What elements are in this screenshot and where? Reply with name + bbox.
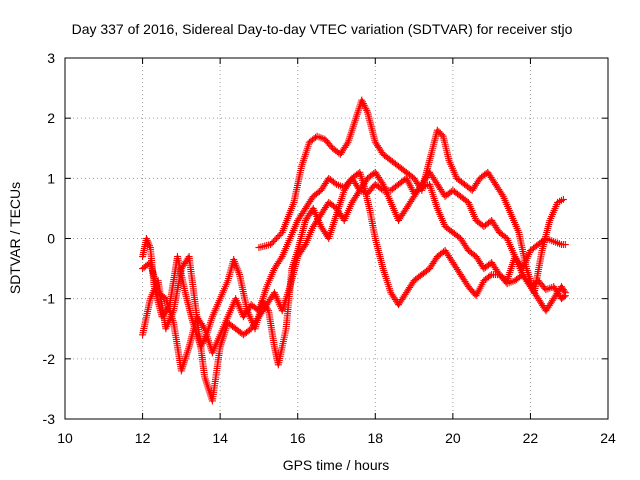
x-tick-label: 20 [445, 430, 461, 446]
data-point-track-d [498, 191, 506, 199]
x-tick-label: 12 [135, 430, 151, 446]
data-points [139, 96, 569, 405]
data-point-track-d [438, 131, 446, 139]
data-point-track-d [359, 98, 367, 106]
data-point-track-d [433, 126, 441, 134]
data-point-track-d [363, 106, 371, 114]
x-axis-label: GPS time / hours [283, 457, 390, 473]
data-point-track-d [267, 241, 275, 249]
chart-title: Day 337 of 2016, Sidereal Day-to-day VTE… [72, 21, 573, 37]
x-tick-label: 22 [523, 430, 539, 446]
data-point-track-c [560, 287, 568, 295]
y-axis-label: SDTVAR / TECUs [7, 182, 23, 294]
data-point-track-c [561, 289, 569, 297]
data-point-track-d [271, 236, 279, 244]
data-point-track-d [277, 230, 285, 238]
data-point-track-c [300, 242, 308, 250]
y-tick-label: -2 [43, 351, 56, 367]
y-tick-label: 3 [47, 50, 55, 66]
data-point-track-d [275, 231, 283, 239]
y-tick-label: 1 [47, 170, 55, 186]
data-point-track-d [360, 101, 368, 109]
x-tick-label: 14 [212, 430, 228, 446]
data-point-track-d [274, 233, 282, 241]
y-tick-label: 0 [47, 231, 55, 247]
data-point-track-d [362, 105, 370, 113]
data-point-track-c [378, 179, 386, 187]
y-tick-label: -1 [43, 291, 56, 307]
x-tick-label: 24 [600, 430, 616, 446]
data-point-track-b [277, 254, 285, 262]
data-point-track-d [359, 100, 367, 108]
data-point-track-d [272, 235, 280, 242]
data-point-track-d [358, 96, 366, 104]
x-tick-label: 18 [367, 430, 383, 446]
data-point-track-d [435, 128, 443, 136]
x-tick-label: 16 [290, 430, 306, 446]
data-point-track-d [343, 140, 351, 148]
y-tick-label: 2 [47, 110, 55, 126]
x-tick-label: 10 [57, 430, 73, 446]
data-point-track-d [361, 103, 369, 111]
data-point-track-d [268, 239, 276, 247]
y-tick-label: -3 [43, 411, 56, 427]
series-track-c [139, 168, 568, 405]
data-point-track-d [269, 238, 277, 246]
data-point-track-d [436, 129, 444, 137]
data-point-track-b [561, 241, 569, 249]
data-point-track-d [559, 195, 567, 203]
series-track-d [255, 96, 565, 297]
data-point-track-a [486, 272, 494, 280]
